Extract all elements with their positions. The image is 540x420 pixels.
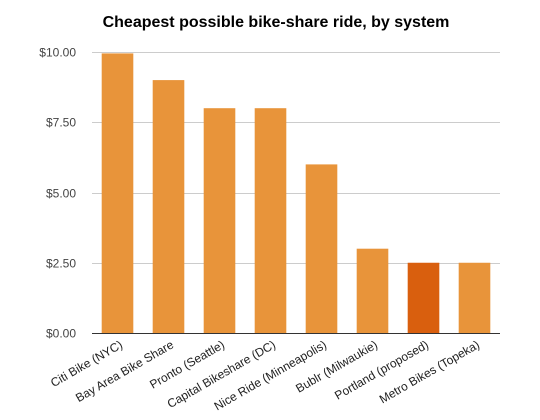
y-tick-label: $5.00 bbox=[46, 187, 76, 201]
bar bbox=[356, 248, 389, 333]
bar bbox=[203, 108, 236, 333]
bar bbox=[458, 262, 491, 333]
y-tick-label: $7.50 bbox=[46, 116, 76, 130]
bar bbox=[407, 262, 440, 333]
chart-title: Cheapest possible bike-share ride, by sy… bbox=[103, 14, 450, 31]
bar bbox=[305, 164, 338, 333]
y-tick-label: $2.50 bbox=[46, 257, 76, 271]
bar bbox=[101, 53, 134, 333]
bar bbox=[152, 80, 185, 333]
x-axis-category-labels: Citi Bike (NYC)Bay Area Bike SharePronto… bbox=[48, 337, 482, 413]
bars bbox=[101, 53, 491, 333]
bar bbox=[254, 108, 287, 333]
y-tick-label: $10.00 bbox=[39, 46, 76, 60]
y-tick-label: $0.00 bbox=[46, 327, 76, 341]
y-axis-tick-labels: $0.00 $2.50 $5.00 $7.50 $10.00 bbox=[39, 46, 76, 341]
